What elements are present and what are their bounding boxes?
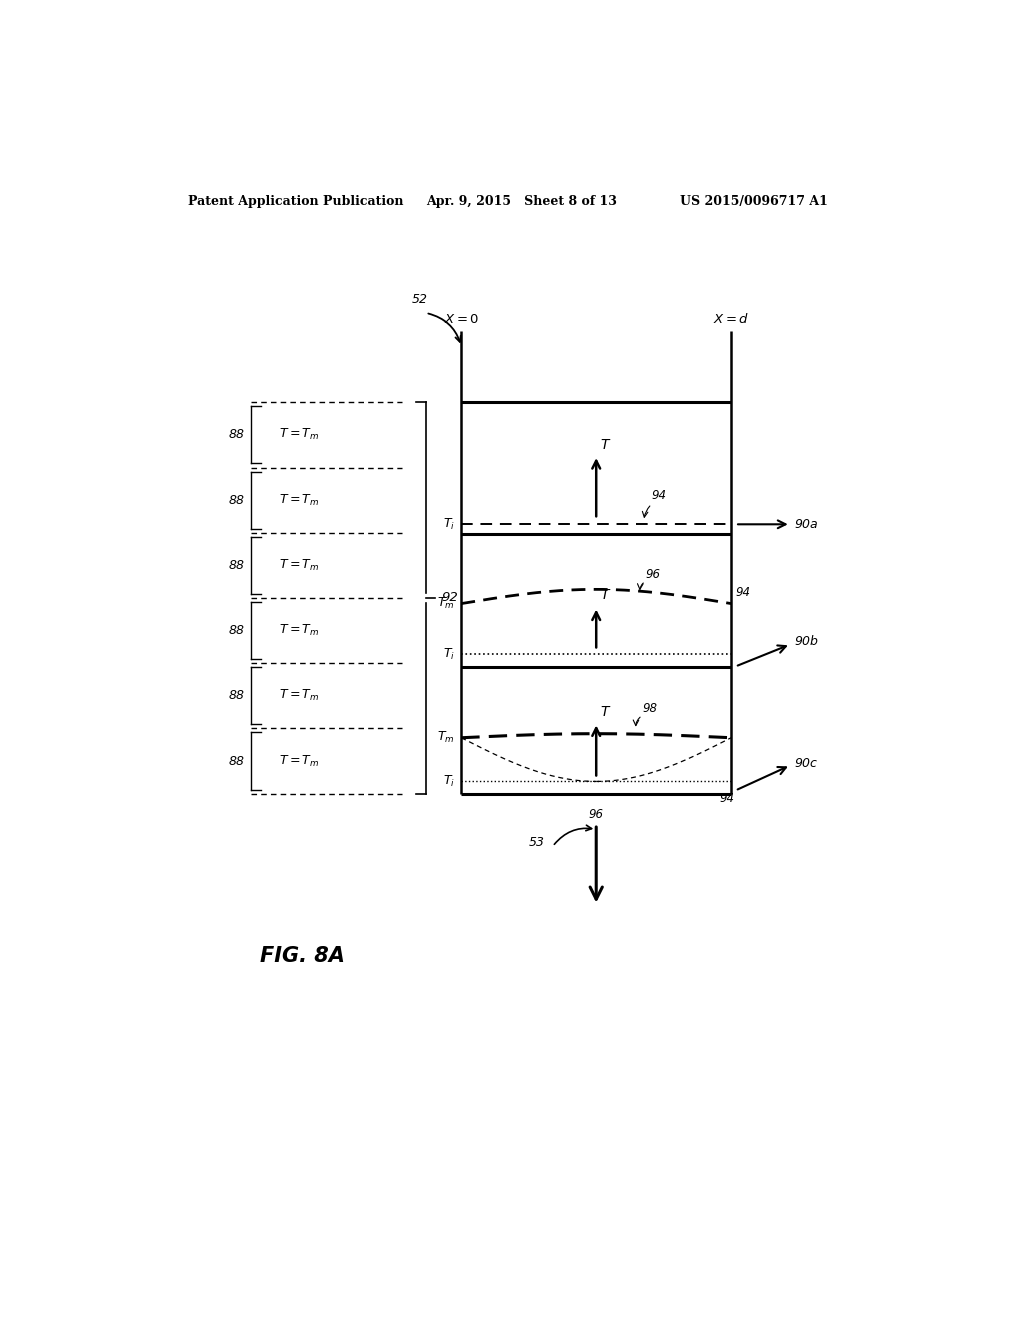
Text: 90a: 90a — [795, 517, 818, 531]
Text: Apr. 9, 2015   Sheet 8 of 13: Apr. 9, 2015 Sheet 8 of 13 — [426, 195, 616, 209]
Text: 96: 96 — [589, 808, 604, 821]
Text: Patent Application Publication: Patent Application Publication — [187, 195, 403, 209]
Text: $T_m$: $T_m$ — [437, 597, 455, 611]
Text: $T_i$: $T_i$ — [443, 647, 455, 661]
Text: 90b: 90b — [795, 635, 818, 648]
Text: $T = T_m$: $T = T_m$ — [279, 688, 319, 704]
Text: 94: 94 — [735, 586, 751, 598]
Text: 90c: 90c — [795, 756, 817, 770]
Text: 53: 53 — [528, 836, 545, 849]
Text: $X = 0$: $X = 0$ — [443, 313, 479, 326]
Text: 88: 88 — [228, 558, 245, 572]
Text: $T = T_m$: $T = T_m$ — [279, 492, 319, 508]
Text: $T_m$: $T_m$ — [437, 730, 455, 746]
Text: $T = T_m$: $T = T_m$ — [279, 558, 319, 573]
Text: $T_i$: $T_i$ — [443, 516, 455, 532]
Text: $T$: $T$ — [600, 438, 611, 453]
Text: 96: 96 — [645, 568, 660, 581]
Text: 88: 88 — [228, 494, 245, 507]
Text: 88: 88 — [228, 755, 245, 767]
Text: $T$: $T$ — [600, 705, 611, 719]
Text: 94: 94 — [651, 488, 667, 502]
Text: US 2015/0096717 A1: US 2015/0096717 A1 — [680, 195, 827, 209]
Text: 88: 88 — [228, 689, 245, 702]
Text: 88: 88 — [228, 429, 245, 441]
Text: $T = T_m$: $T = T_m$ — [279, 754, 319, 768]
Text: $T = T_m$: $T = T_m$ — [279, 428, 319, 442]
Text: 94: 94 — [719, 792, 734, 805]
Text: 92: 92 — [441, 591, 458, 605]
Text: 88: 88 — [228, 624, 245, 638]
Text: $X = d$: $X = d$ — [713, 312, 750, 326]
Text: $T_i$: $T_i$ — [443, 774, 455, 789]
Text: 52: 52 — [412, 293, 428, 306]
Text: 98: 98 — [642, 702, 657, 715]
Text: $T = T_m$: $T = T_m$ — [279, 623, 319, 638]
Text: $T$: $T$ — [600, 587, 611, 602]
Text: FIG. 8A: FIG. 8A — [260, 946, 345, 966]
